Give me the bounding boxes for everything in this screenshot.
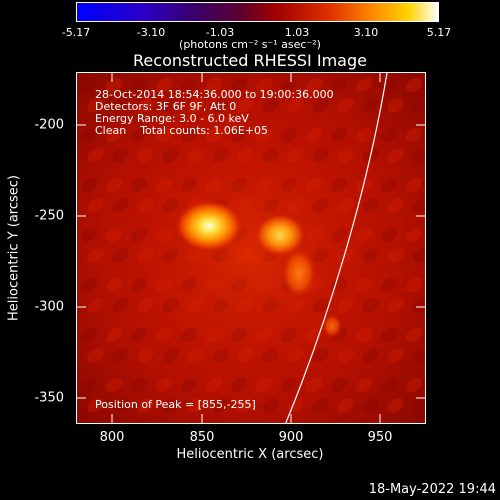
y-axis-title: Heliocentric Y (arcsec) (6, 175, 22, 321)
colorbar-units: (photons cm⁻² s⁻¹ asec⁻²) (179, 38, 321, 51)
x-tick-label: 900 (278, 430, 304, 445)
image-title: Reconstructed RHESSI Image (133, 51, 367, 70)
primary-source (175, 200, 243, 252)
x-tick-label: 950 (367, 430, 393, 445)
x-axis-title: Heliocentric X (arcsec) (176, 447, 324, 462)
colorbar-tick: -3.10 (136, 26, 166, 39)
rhessi-image-plot: 28-Oct-2014 18:54:36.000 to 19:00:36.000… (76, 72, 426, 424)
clean-counts: Clean Total counts: 1.06E+05 (95, 124, 269, 137)
colorbar-tick: 5.17 (426, 26, 452, 39)
energy-range: Energy Range: 3.0 - 6.0 keV (95, 112, 249, 125)
time-range: 28-Oct-2014 18:54:36.000 to 19:00:36.000 (95, 88, 334, 101)
rhessi-image (77, 73, 425, 423)
y-tick-label: -200 (34, 117, 64, 133)
footer-date: 18-May-2022 19:44 (368, 482, 496, 497)
axis-ticks (76, 72, 426, 424)
colorbar-gradient (77, 3, 438, 21)
loop-source (281, 247, 317, 299)
faint-source (322, 314, 342, 338)
detectors-info: Detectors: 3F 6F 9F, Att 0 (95, 100, 237, 113)
colorbar-tick: -5.17 (61, 26, 91, 39)
colorbar (76, 2, 439, 22)
solar-limb (285, 73, 388, 423)
y-tick-label: -300 (34, 299, 64, 315)
colorbar-tick: 3.10 (353, 26, 379, 39)
peak-position: Position of Peak = [855,-255] (95, 398, 256, 411)
secondary-source (254, 213, 306, 257)
y-tick-label: -350 (34, 390, 64, 406)
colorbar-tick: 1.03 (284, 26, 310, 39)
x-tick-label: 850 (189, 430, 215, 445)
y-tick-label: -250 (34, 208, 64, 224)
colorbar-tick: -1.03 (205, 26, 235, 39)
x-tick-label: 800 (99, 430, 125, 445)
